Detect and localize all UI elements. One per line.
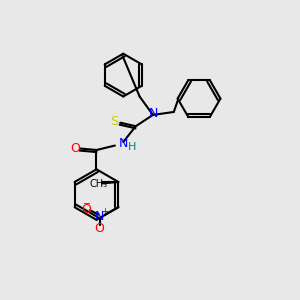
Text: N: N	[148, 106, 158, 120]
Text: H: H	[128, 142, 137, 152]
Text: S: S	[110, 115, 118, 128]
Text: CH₃: CH₃	[90, 179, 108, 189]
Text: O: O	[82, 203, 92, 216]
Text: O: O	[70, 142, 80, 155]
Text: N: N	[95, 210, 104, 223]
Text: +: +	[101, 207, 108, 216]
Text: O: O	[95, 221, 105, 235]
Text: N: N	[118, 137, 128, 150]
Text: −: −	[82, 199, 91, 209]
